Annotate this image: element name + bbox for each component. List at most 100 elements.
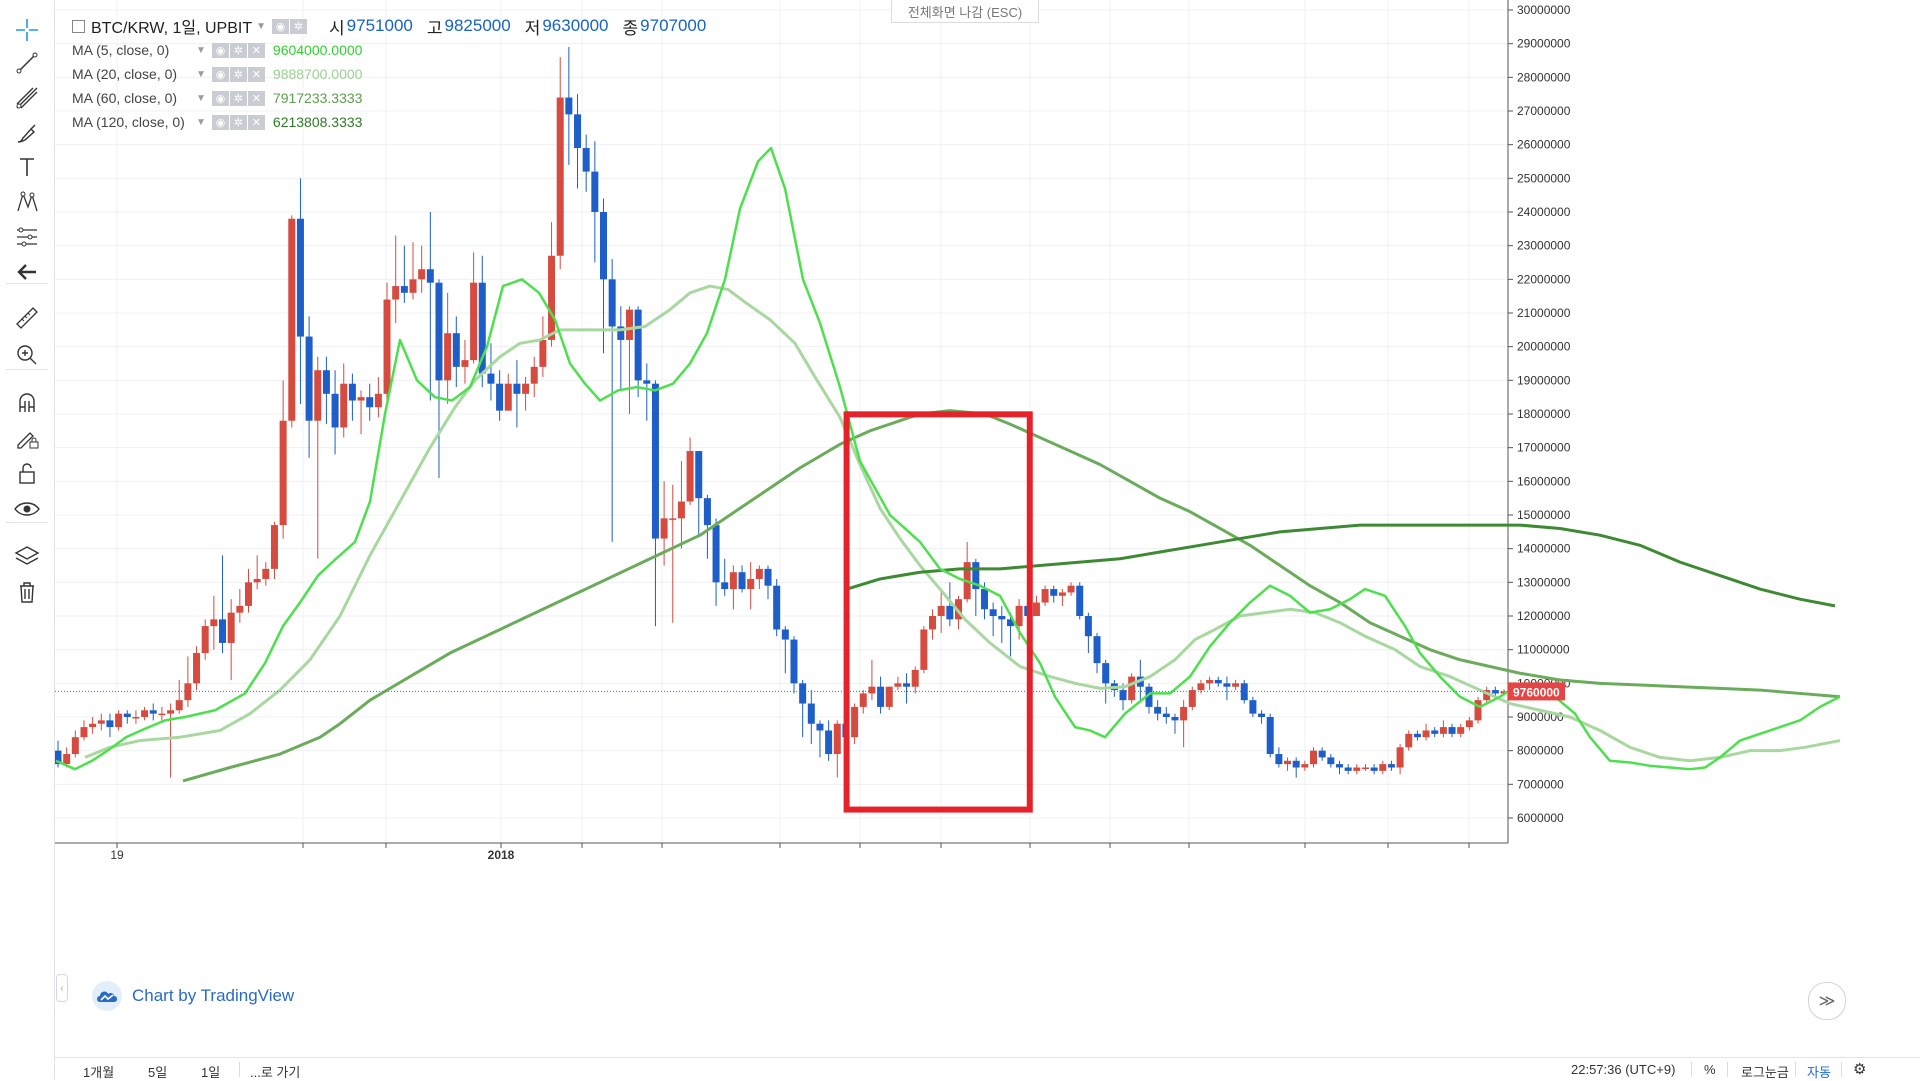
eye-icon[interactable] [0,489,54,529]
candle[interactable] [1006,612,1014,657]
candle[interactable] [158,706,166,721]
candle[interactable] [1422,723,1430,741]
candle[interactable] [773,578,781,637]
candle[interactable] [1379,760,1387,775]
candle[interactable] [894,676,902,691]
brush-icon[interactable] [0,113,54,153]
candle[interactable] [383,282,391,401]
fib-icon[interactable] [0,78,54,118]
eye-toggle-icon[interactable]: ◉ [272,18,290,34]
scroll-to-realtime-button[interactable]: ≫ [1808,982,1846,1020]
candle[interactable] [89,717,97,734]
candle[interactable] [799,679,807,738]
close-icon[interactable]: ✕ [247,66,265,82]
magnet-icon[interactable] [0,383,54,423]
candle[interactable] [1292,757,1300,778]
candle[interactable] [816,720,824,758]
candle[interactable] [115,710,123,731]
pattern-icon[interactable] [0,182,54,222]
candle[interactable] [825,720,833,761]
candle[interactable] [227,599,235,680]
candle[interactable] [1405,730,1413,751]
candle[interactable] [1448,723,1456,738]
candle[interactable] [1370,764,1378,775]
candle[interactable] [1128,673,1136,704]
candle[interactable] [167,703,175,778]
candle[interactable] [1396,743,1404,775]
candle[interactable] [1197,679,1205,694]
candle[interactable] [972,558,980,616]
candle[interactable] [1084,612,1092,654]
candle[interactable] [963,541,971,603]
candle[interactable] [738,565,746,593]
settings-icon[interactable]: ✲ [229,66,247,82]
candle[interactable] [1058,589,1066,606]
candle[interactable] [1483,686,1491,704]
candle[interactable] [348,373,356,421]
candle[interactable] [357,390,365,435]
candle[interactable] [608,259,616,542]
percent-toggle[interactable]: % [1704,1062,1716,1077]
candle[interactable] [677,461,685,549]
candle[interactable] [989,602,997,637]
candle[interactable] [591,141,599,263]
candle[interactable] [418,245,426,293]
range-1m[interactable]: 1개월 [83,1065,115,1080]
candle[interactable] [669,484,677,623]
candle[interactable] [998,605,1006,643]
candle[interactable] [1214,676,1222,687]
gear-icon[interactable]: ⚙ [1853,1061,1867,1078]
candle[interactable] [1154,700,1162,721]
candle[interactable] [859,690,867,714]
candle[interactable] [1344,764,1352,775]
candle[interactable] [270,521,278,579]
candle[interactable] [296,178,304,404]
candle[interactable] [712,518,720,606]
goto-date-button[interactable]: ...로 가기 [250,1065,301,1080]
candle[interactable] [539,316,547,377]
candle[interactable] [937,592,945,633]
candle[interactable] [184,656,192,707]
back-arrow-icon[interactable] [0,252,54,292]
settings-icon[interactable]: ✲ [290,18,308,34]
auto-scale-toggle[interactable]: 자동 [1807,1065,1831,1080]
trash-icon[interactable] [0,572,54,612]
candle[interactable] [807,690,815,744]
candle[interactable] [1431,727,1439,738]
candle[interactable] [721,558,729,596]
chevron-down-icon[interactable]: ▼ [196,116,206,128]
highlight-rectangle[interactable] [843,411,1033,813]
forecast-icon[interactable] [0,217,54,257]
eye-toggle-icon[interactable]: ◉ [211,42,229,58]
candle[interactable] [244,568,252,613]
candle[interactable] [1318,747,1326,761]
candle[interactable] [1093,632,1101,674]
candle[interactable] [1335,760,1343,775]
candle[interactable] [1188,686,1196,711]
candle[interactable] [80,720,88,741]
candle[interactable] [1258,710,1266,724]
candle[interactable] [201,619,209,660]
candle[interactable] [331,370,339,455]
candle[interactable] [1145,683,1153,714]
exit-fullscreen-button[interactable]: 전체화면 나감 (ESC) [891,0,1039,23]
text-icon[interactable] [0,147,54,187]
candle[interactable] [1206,676,1214,691]
candle[interactable] [219,555,227,654]
candle[interactable] [929,609,937,640]
candle[interactable] [1232,679,1240,691]
candle[interactable] [617,306,625,391]
candle[interactable] [1041,585,1049,606]
settings-icon[interactable]: ✲ [229,90,247,106]
candle[interactable] [1327,754,1335,768]
candle[interactable] [1240,679,1248,704]
candle[interactable] [582,134,590,192]
candle[interactable] [253,555,261,590]
price-chart[interactable]: 30000000 29000000 28000000 27000000 26000000… [55,0,1920,1057]
close-icon[interactable]: ✕ [247,42,265,58]
candle[interactable] [470,252,478,364]
candle[interactable] [1310,747,1318,768]
candle[interactable] [1076,582,1084,620]
left-scroll-handle[interactable]: ‹ [56,974,68,1002]
candle[interactable] [1171,713,1179,734]
